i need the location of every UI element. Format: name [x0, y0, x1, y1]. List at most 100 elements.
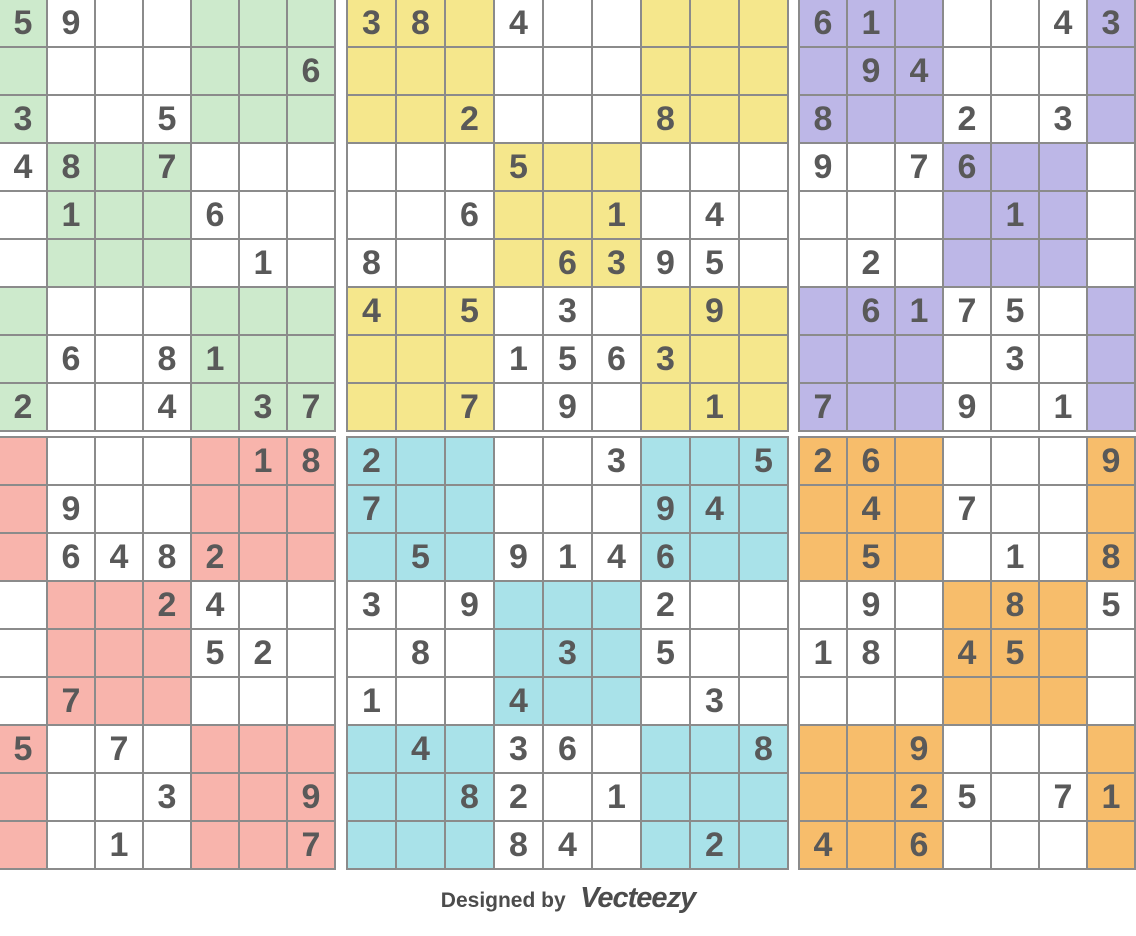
sudoku-cell[interactable]: 4	[691, 486, 738, 532]
sudoku-cell[interactable]	[48, 240, 94, 286]
sudoku-cell[interactable]: 4	[348, 288, 395, 334]
sudoku-cell[interactable]	[397, 582, 444, 628]
sudoku-cell[interactable]	[96, 438, 142, 484]
sudoku-cell[interactable]	[800, 288, 846, 334]
sudoku-cell[interactable]: 9	[544, 384, 591, 430]
sudoku-cell[interactable]	[288, 96, 334, 142]
sudoku-cell[interactable]: 8	[446, 774, 493, 820]
sudoku-cell[interactable]: 5	[848, 534, 894, 580]
sudoku-cell[interactable]: 2	[192, 534, 238, 580]
sudoku-cell[interactable]	[96, 288, 142, 334]
sudoku-cell[interactable]: 2	[0, 384, 46, 430]
sudoku-cell[interactable]: 9	[288, 774, 334, 820]
sudoku-cell[interactable]	[593, 486, 640, 532]
sudoku-cell[interactable]	[593, 384, 640, 430]
sudoku-cell[interactable]: 7	[944, 486, 990, 532]
sudoku-cell[interactable]	[240, 486, 286, 532]
sudoku-cell[interactable]	[691, 582, 738, 628]
sudoku-cell[interactable]: 5	[691, 240, 738, 286]
sudoku-cell[interactable]: 1	[348, 678, 395, 724]
sudoku-cell[interactable]: 6	[544, 726, 591, 772]
sudoku-cell[interactable]	[348, 192, 395, 238]
sudoku-cell[interactable]	[397, 486, 444, 532]
sudoku-cell[interactable]	[992, 774, 1038, 820]
sudoku-cell[interactable]	[740, 192, 787, 238]
sudoku-cell[interactable]	[800, 48, 846, 94]
sudoku-cell[interactable]	[1040, 192, 1086, 238]
sudoku-cell[interactable]: 6	[848, 288, 894, 334]
sudoku-cell[interactable]: 8	[288, 438, 334, 484]
sudoku-cell[interactable]	[144, 48, 190, 94]
sudoku-cell[interactable]	[1088, 336, 1134, 382]
sudoku-cell[interactable]: 2	[642, 582, 689, 628]
sudoku-cell[interactable]	[495, 288, 542, 334]
sudoku-cell[interactable]	[1040, 678, 1086, 724]
sudoku-cell[interactable]: 3	[691, 678, 738, 724]
sudoku-cell[interactable]	[800, 678, 846, 724]
sudoku-cell[interactable]	[944, 534, 990, 580]
sudoku-cell[interactable]: 3	[544, 630, 591, 676]
sudoku-cell[interactable]	[0, 630, 46, 676]
sudoku-cell[interactable]: 3	[240, 384, 286, 430]
sudoku-cell[interactable]	[593, 726, 640, 772]
sudoku-cell[interactable]	[192, 438, 238, 484]
sudoku-cell[interactable]	[740, 822, 787, 868]
sudoku-cell[interactable]	[740, 534, 787, 580]
sudoku-cell[interactable]: 8	[800, 96, 846, 142]
sudoku-cell[interactable]	[642, 438, 689, 484]
sudoku-cell[interactable]	[348, 726, 395, 772]
sudoku-cell[interactable]	[1040, 582, 1086, 628]
sudoku-cell[interactable]: 2	[446, 96, 493, 142]
sudoku-cell[interactable]	[992, 48, 1038, 94]
sudoku-cell[interactable]	[495, 240, 542, 286]
sudoku-cell[interactable]: 3	[144, 774, 190, 820]
sudoku-cell[interactable]	[1088, 630, 1134, 676]
sudoku-cell[interactable]: 9	[691, 288, 738, 334]
sudoku-cell[interactable]: 9	[1088, 438, 1134, 484]
sudoku-cell[interactable]	[348, 336, 395, 382]
sudoku-cell[interactable]	[642, 144, 689, 190]
sudoku-cell[interactable]	[397, 384, 444, 430]
sudoku-cell[interactable]	[144, 630, 190, 676]
sudoku-cell[interactable]	[288, 240, 334, 286]
sudoku-cell[interactable]	[896, 384, 942, 430]
sudoku-cell[interactable]: 5	[1088, 582, 1134, 628]
sudoku-cell[interactable]	[642, 48, 689, 94]
sudoku-cell[interactable]	[1040, 336, 1086, 382]
sudoku-cell[interactable]	[96, 144, 142, 190]
sudoku-cell[interactable]: 3	[593, 240, 640, 286]
sudoku-cell[interactable]	[96, 774, 142, 820]
sudoku-cell[interactable]	[1088, 384, 1134, 430]
sudoku-cell[interactable]	[740, 96, 787, 142]
sudoku-cell[interactable]	[992, 96, 1038, 142]
sudoku-cell[interactable]	[348, 822, 395, 868]
sudoku-cell[interactable]	[740, 336, 787, 382]
sudoku-cell[interactable]: 4	[944, 630, 990, 676]
sudoku-cell[interactable]: 6	[848, 438, 894, 484]
sudoku-cell[interactable]	[896, 96, 942, 142]
sudoku-cell[interactable]	[96, 582, 142, 628]
sudoku-cell[interactable]	[144, 0, 190, 46]
sudoku-cell[interactable]	[642, 288, 689, 334]
sudoku-cell[interactable]: 8	[740, 726, 787, 772]
sudoku-cell[interactable]: 4	[495, 0, 542, 46]
sudoku-cell[interactable]	[495, 582, 542, 628]
sudoku-cell[interactable]	[96, 486, 142, 532]
sudoku-cell[interactable]	[944, 726, 990, 772]
sudoku-cell[interactable]	[1088, 822, 1134, 868]
sudoku-cell[interactable]	[397, 336, 444, 382]
sudoku-cell[interactable]	[348, 630, 395, 676]
sudoku-cell[interactable]	[642, 822, 689, 868]
sudoku-cell[interactable]	[288, 0, 334, 46]
sudoku-cell[interactable]: 9	[495, 534, 542, 580]
sudoku-cell[interactable]: 9	[896, 726, 942, 772]
sudoku-cell[interactable]	[544, 486, 591, 532]
sudoku-cell[interactable]	[544, 774, 591, 820]
sudoku-cell[interactable]	[288, 486, 334, 532]
sudoku-cell[interactable]: 8	[848, 630, 894, 676]
sudoku-cell[interactable]: 4	[800, 822, 846, 868]
sudoku-cell[interactable]	[593, 0, 640, 46]
sudoku-cell[interactable]	[397, 144, 444, 190]
sudoku-cell[interactable]	[96, 630, 142, 676]
sudoku-cell[interactable]	[0, 582, 46, 628]
